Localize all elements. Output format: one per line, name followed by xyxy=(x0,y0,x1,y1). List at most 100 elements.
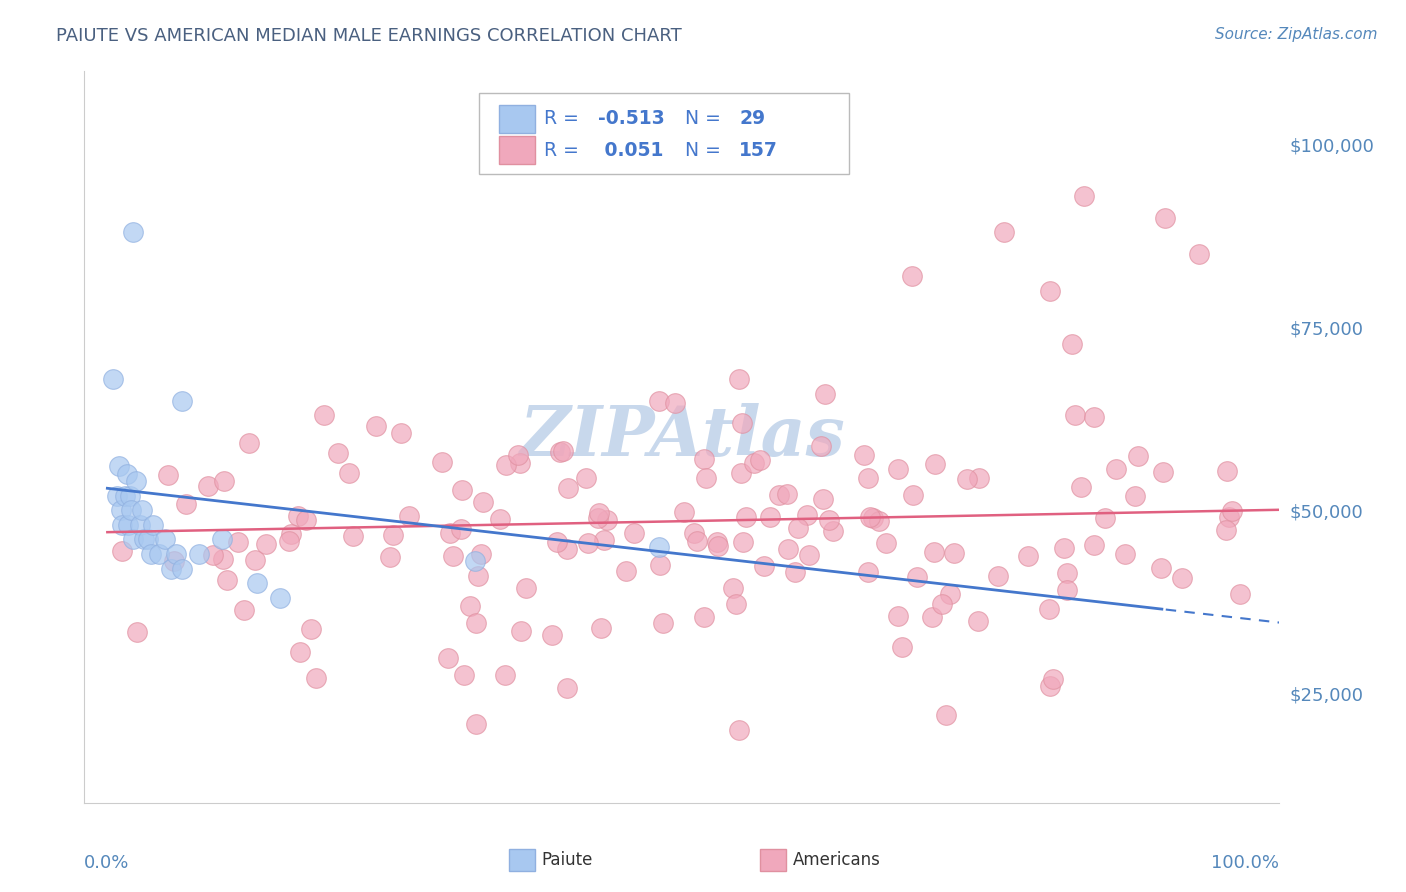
Point xyxy=(887,609,910,624)
Text: ZIPAtlas: ZIPAtlas xyxy=(519,403,845,471)
Point xyxy=(921,610,943,624)
Point xyxy=(1171,572,1194,586)
Point xyxy=(215,573,238,587)
Point xyxy=(734,510,756,524)
Point xyxy=(1215,523,1237,537)
Point xyxy=(398,508,420,523)
Point xyxy=(905,570,928,584)
Text: Paiute: Paiute xyxy=(541,851,592,869)
Point xyxy=(744,456,766,470)
Point xyxy=(724,597,747,611)
Point xyxy=(1083,410,1105,425)
Point xyxy=(935,708,957,723)
Point xyxy=(111,517,134,532)
Point xyxy=(139,547,162,561)
Point xyxy=(489,512,512,526)
Point xyxy=(1188,247,1211,261)
Point xyxy=(966,615,988,629)
Point xyxy=(693,610,716,624)
Point xyxy=(121,533,143,547)
Point xyxy=(1128,449,1150,463)
Text: 0.051: 0.051 xyxy=(599,141,664,160)
Point xyxy=(301,622,323,636)
Point xyxy=(900,269,922,284)
Point xyxy=(280,526,302,541)
Point xyxy=(1038,601,1060,615)
Point xyxy=(1152,465,1174,479)
Point xyxy=(856,565,879,579)
Point xyxy=(441,549,464,563)
Point xyxy=(115,467,138,481)
Point xyxy=(939,586,962,600)
Point xyxy=(233,603,256,617)
Point xyxy=(858,509,880,524)
Text: 29: 29 xyxy=(740,110,765,128)
Point xyxy=(460,599,482,614)
Point xyxy=(120,489,142,503)
Point xyxy=(1229,587,1251,601)
Point xyxy=(648,393,671,408)
Point xyxy=(875,536,897,550)
Point xyxy=(555,541,578,556)
Point xyxy=(450,522,472,536)
Point xyxy=(650,558,672,572)
Text: 100.0%: 100.0% xyxy=(1212,854,1279,872)
Point xyxy=(494,667,516,681)
Point xyxy=(201,548,224,562)
Point xyxy=(159,562,181,576)
Point xyxy=(278,533,301,548)
Text: 0.0%: 0.0% xyxy=(84,854,129,872)
Point xyxy=(211,533,233,547)
Point xyxy=(575,471,598,485)
Point xyxy=(706,539,728,553)
Point xyxy=(117,517,139,532)
Point xyxy=(142,517,165,532)
Point xyxy=(551,444,574,458)
Point xyxy=(728,371,751,385)
Point xyxy=(430,455,453,469)
Point xyxy=(1042,673,1064,687)
Point xyxy=(1215,464,1237,478)
Point xyxy=(1150,561,1173,575)
Point xyxy=(246,576,269,591)
Point xyxy=(1073,188,1095,202)
Point xyxy=(467,569,489,583)
Point xyxy=(967,471,990,485)
Point xyxy=(593,533,616,548)
Point xyxy=(924,457,946,471)
Point xyxy=(686,534,709,549)
FancyBboxPatch shape xyxy=(509,849,534,871)
Point xyxy=(294,512,316,526)
Point xyxy=(856,471,879,485)
FancyBboxPatch shape xyxy=(759,849,786,871)
Point xyxy=(510,624,533,638)
Point xyxy=(778,542,800,557)
Point xyxy=(1064,409,1087,423)
Point xyxy=(591,621,613,635)
Point xyxy=(453,668,475,682)
Point xyxy=(1017,549,1039,564)
Point xyxy=(823,524,845,539)
Point xyxy=(797,549,820,563)
Point xyxy=(811,491,834,506)
Point xyxy=(470,547,492,561)
Point xyxy=(993,225,1015,239)
Point xyxy=(1220,504,1243,518)
Point xyxy=(439,525,461,540)
Point xyxy=(956,472,979,486)
Point xyxy=(132,533,156,547)
Point xyxy=(1083,538,1105,552)
Point xyxy=(212,474,235,488)
Point xyxy=(546,534,568,549)
Point xyxy=(1062,336,1084,351)
Point xyxy=(101,371,124,385)
Point xyxy=(509,456,531,470)
Point xyxy=(695,471,717,485)
Point xyxy=(682,526,704,541)
Point xyxy=(287,509,309,524)
Point xyxy=(389,425,412,440)
Point xyxy=(730,466,752,480)
Point xyxy=(1039,679,1062,693)
Point xyxy=(108,459,131,474)
Point xyxy=(110,503,132,517)
